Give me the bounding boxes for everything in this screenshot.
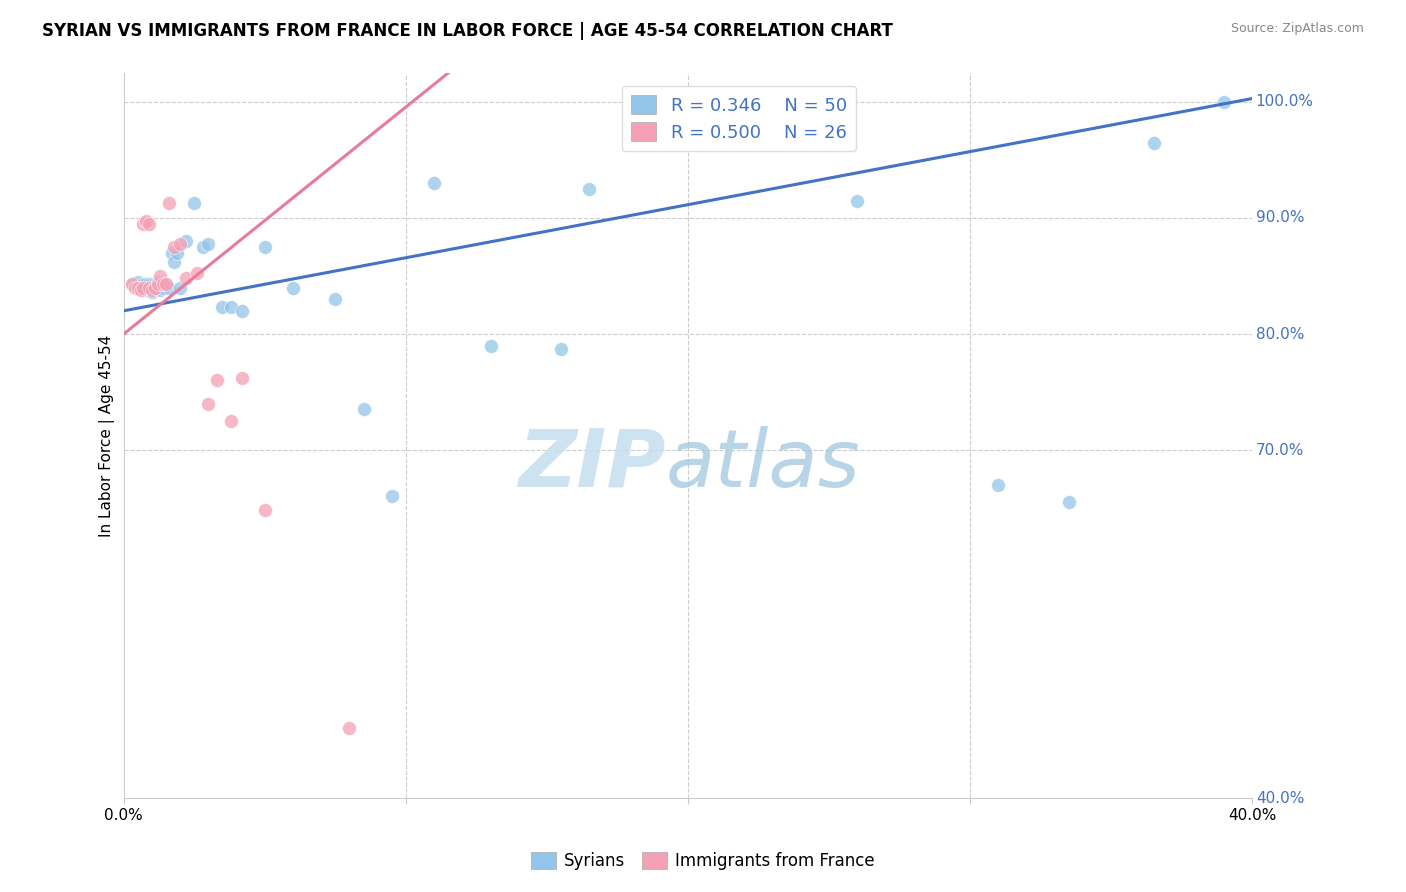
Point [138, 217, 160, 231]
Point [160, 245, 183, 260]
Point [183, 195, 205, 210]
Point [143, 277, 166, 292]
Legend: R = 0.346    N = 50, R = 0.500    N = 26: R = 0.346 N = 50, R = 0.500 N = 26 [621, 86, 856, 151]
Point [149, 283, 172, 297]
Point [141, 280, 163, 294]
Point [129, 278, 152, 293]
Point [132, 217, 155, 231]
Point [1057, 495, 1080, 509]
Point [987, 478, 1010, 492]
Point [132, 280, 155, 294]
Point [197, 396, 219, 410]
Point [169, 236, 191, 251]
Point [141, 283, 163, 297]
Point [197, 236, 219, 251]
Point [121, 277, 143, 292]
Point [155, 277, 177, 292]
Point [149, 280, 172, 294]
Point [157, 195, 180, 210]
Text: 70.0%: 70.0% [1256, 442, 1305, 458]
Point [146, 275, 169, 289]
Y-axis label: In Labor Force | Age 45-54: In Labor Force | Age 45-54 [100, 334, 115, 537]
Point [146, 277, 169, 292]
Text: 100.0%: 100.0% [1256, 95, 1313, 110]
Legend: Syrians, Immigrants from France: Syrians, Immigrants from France [524, 845, 882, 877]
Point [186, 266, 208, 280]
Point [423, 176, 446, 190]
Point [174, 271, 197, 285]
Text: ZIP: ZIP [517, 425, 665, 503]
Point [132, 277, 155, 292]
Point [138, 280, 160, 294]
Point [132, 280, 155, 294]
Point [1213, 95, 1236, 109]
Point [1143, 136, 1166, 150]
Point [124, 277, 146, 292]
Point [152, 277, 174, 292]
Point [135, 214, 157, 228]
Point [138, 277, 160, 292]
Point [146, 278, 169, 293]
Point [141, 285, 163, 300]
Text: 40.0%: 40.0% [1256, 790, 1305, 805]
Text: 80.0%: 80.0% [1256, 326, 1305, 342]
Point [143, 280, 166, 294]
Point [253, 240, 276, 254]
Point [846, 194, 869, 208]
Point [124, 280, 146, 294]
Point [205, 373, 228, 387]
Point [231, 303, 253, 318]
Text: Source: ZipAtlas.com: Source: ZipAtlas.com [1230, 22, 1364, 36]
Point [219, 301, 242, 315]
Point [231, 371, 253, 385]
Point [127, 275, 149, 289]
Point [135, 277, 157, 292]
Point [166, 245, 188, 260]
Point [253, 503, 276, 517]
Point [550, 342, 572, 356]
Point [121, 277, 143, 292]
Point [191, 240, 214, 254]
Text: SYRIAN VS IMMIGRANTS FROM FRANCE IN LABOR FORCE | AGE 45-54 CORRELATION CHART: SYRIAN VS IMMIGRANTS FROM FRANCE IN LABO… [42, 22, 893, 40]
Point [141, 277, 163, 292]
Point [163, 255, 186, 269]
Point [281, 280, 304, 294]
Point [219, 414, 242, 428]
Point [163, 240, 186, 254]
Point [353, 402, 375, 417]
Point [155, 277, 177, 292]
Point [157, 280, 180, 294]
Point [127, 280, 149, 294]
Point [211, 301, 233, 315]
Point [135, 283, 157, 297]
Point [152, 280, 174, 294]
Point [152, 277, 174, 292]
Point [141, 283, 163, 297]
Point [129, 283, 152, 297]
Point [169, 280, 191, 294]
Point [127, 280, 149, 294]
Point [174, 234, 197, 248]
Text: atlas: atlas [665, 425, 860, 503]
Point [143, 280, 166, 294]
Point [381, 490, 404, 504]
Point [479, 338, 502, 352]
Point [138, 280, 160, 294]
Point [323, 292, 346, 306]
Text: 90.0%: 90.0% [1256, 211, 1305, 226]
Point [578, 182, 600, 196]
Point [149, 268, 172, 283]
Point [339, 722, 361, 736]
